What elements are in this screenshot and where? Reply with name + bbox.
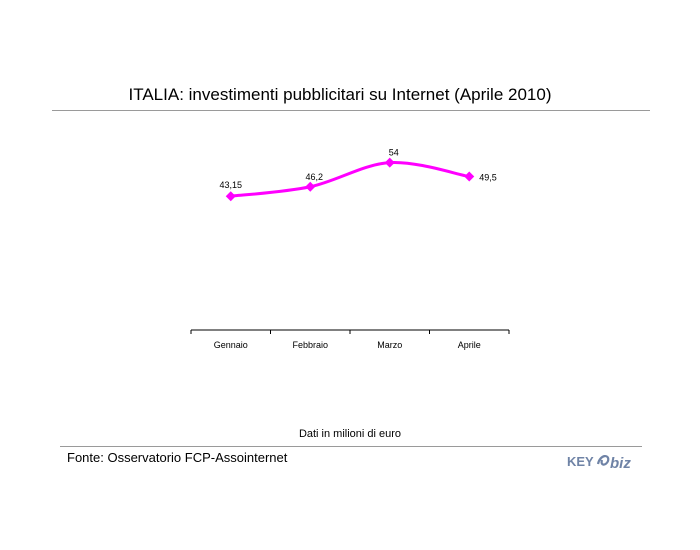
logo-biz-text: biz	[610, 455, 631, 472]
x-axis	[190, 329, 510, 334]
x-tick-label: Febbraio	[292, 340, 328, 350]
series-line	[230, 161, 470, 198]
data-label: 49,5	[479, 173, 497, 183]
data-label: 46,2	[305, 172, 323, 182]
data-point	[464, 171, 475, 182]
data-labels: 43,15 46,2 54 49,5	[219, 148, 496, 191]
x-tick-label: Aprile	[458, 340, 481, 350]
logo-key-text: KEY	[567, 454, 594, 469]
data-label: 54	[389, 148, 399, 158]
data-point	[384, 157, 395, 168]
data-point	[225, 191, 236, 202]
x-tick-label: Marzo	[377, 340, 402, 350]
source-text: Fonte: Osservatorio FCP-Assointernet	[67, 450, 288, 465]
footer-divider	[60, 446, 642, 447]
key4biz-logo: KEY biz	[567, 454, 631, 472]
data-label: 43,15	[219, 180, 242, 190]
x-tick-labels: Gennaio Febbraio Marzo Aprile	[214, 340, 481, 350]
x-tick-label: Gennaio	[214, 340, 248, 350]
units-note: Dati in milioni di euro	[298, 428, 402, 440]
data-point	[305, 181, 316, 192]
logo-swirl-icon	[596, 455, 610, 466]
data-points	[225, 157, 475, 202]
title-divider	[52, 110, 650, 111]
chart-title: ITALIA: investimenti pubblicitari su Int…	[128, 85, 552, 104]
